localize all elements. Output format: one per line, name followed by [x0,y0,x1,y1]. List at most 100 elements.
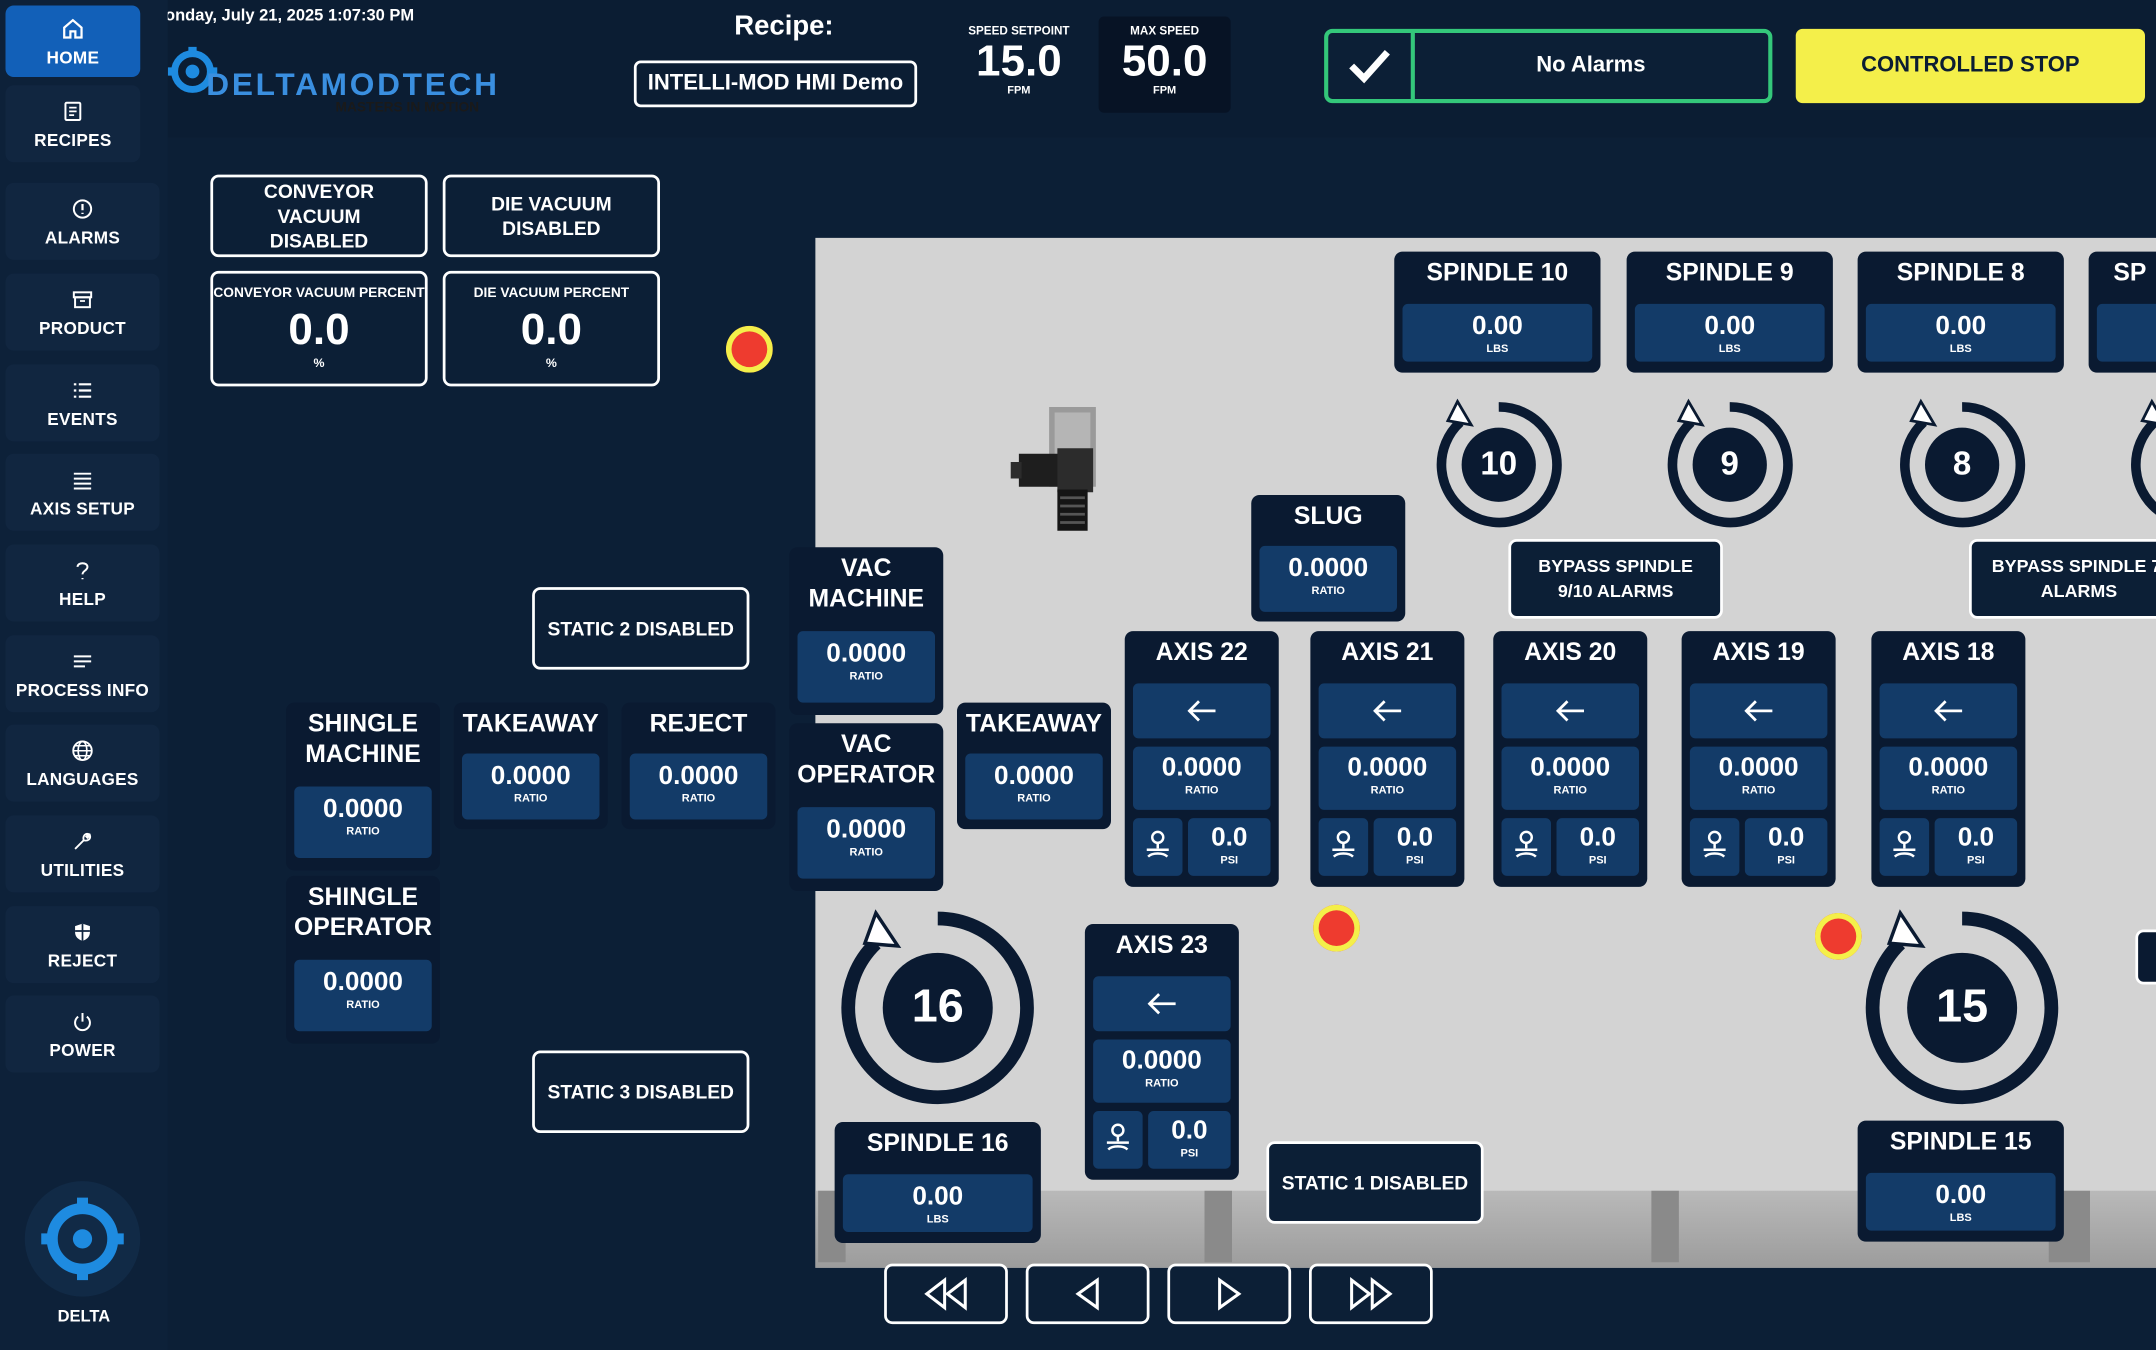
axis-22-jog-button[interactable] [1133,683,1271,739]
pressure-icon[interactable] [1689,818,1740,876]
vac-machine-value-panel[interactable]: 0.0000 RATIO [797,631,935,703]
spindle-16-indicator[interactable]: 16 [835,905,1041,1111]
sidebar-item-help[interactable]: HELP [5,544,160,622]
takeaway-card-1[interactable]: TAKEAWAY 0.0000 RATIO [453,702,608,830]
conveyor-vacuum-toggle[interactable]: CONVEYOR VACUUM DISABLED [210,174,428,258]
axis-18-psi-panel[interactable]: 0.0 PSI [1934,818,2018,876]
axis-22-value-panel[interactable]: 0.0000 RATIO [1133,746,1271,810]
takeaway-card-2[interactable]: TAKEAWAY 0.0000 RATIO [957,702,1111,830]
spindle-8-value-panel[interactable]: 0.00 LBS [1865,303,2056,362]
sidebar-item-axis-setup[interactable]: AXIS SETUP [5,453,160,531]
axis-18-value-panel[interactable]: 0.0000 RATIO [1879,746,2018,810]
sidebar-item-languages[interactable]: LANGUAGES [5,724,160,802]
controlled-stop-button[interactable]: CONTROLLED STOP [1795,28,2145,104]
vac-operator-card[interactable]: VAC OPERATOR 0.0000 RATIO [789,723,944,891]
axis-23-card[interactable]: AXIS 23 0.0000 RATIO 0.0 PSI [1084,924,1239,1180]
axis-19-psi-panel[interactable]: 0.0 PSI [1744,818,1828,876]
axis-20-psi-panel[interactable]: 0.0 PSI [1556,818,1639,876]
spindle-16-card[interactable]: SPINDLE 16 0.00 LBS [834,1122,1041,1243]
offscreen-button-partial[interactable] [2135,929,2156,985]
pressure-icon[interactable] [1093,1111,1143,1169]
recipe-name-field[interactable]: INTELLI-MOD HMI Demo [633,60,918,108]
spindle-7-card-partial[interactable]: SP [2088,251,2156,373]
spindle-15-card[interactable]: SPINDLE 15 0.00 LBS [1857,1120,2064,1242]
shingle-operator-value-panel[interactable]: 0.0000 RATIO [294,959,432,1032]
status-indicator-red [1313,904,1360,952]
delta-gear-icon[interactable] [24,1181,141,1297]
axis-20-jog-button[interactable] [1501,683,1639,739]
sidebar-item-recipes[interactable]: RECIPES [5,85,141,163]
logo-gear-mark [167,46,218,93]
pressure-icon[interactable] [1318,818,1369,876]
spindle-15-indicator[interactable]: 15 [1859,905,2065,1111]
rewind-button[interactable] [884,1263,1008,1325]
spindle-10-value-panel[interactable]: 0.00 LBS [1402,303,1593,362]
max-speed-label: MAX SPEED [1130,23,1200,38]
sidebar-item-alarms[interactable]: ALARMS [5,182,160,260]
fast-forward-button[interactable] [1309,1263,1433,1325]
shingle-machine-card[interactable]: SHINGLE MACHINE 0.0000 RATIO [286,702,440,871]
pressure-icon[interactable] [1133,818,1183,876]
spindle-15-value-panel[interactable]: 0.00 LBS [1865,1172,2056,1231]
axis-23-value-panel[interactable]: 0.0000 RATIO [1093,1039,1231,1103]
spindle-10-indicator[interactable]: 10 [1430,396,1568,534]
vac-machine-card[interactable]: VAC MACHINE 0.0000 RATIO [789,547,944,715]
axis-22-card[interactable]: AXIS 22 0.0000 RATIO 0.0 PSI [1124,631,1279,887]
pressure-icon[interactable] [1501,818,1551,876]
shingle-operator-card[interactable]: SHINGLE OPERATOR 0.0000 RATIO [286,875,440,1044]
slug-card[interactable]: SLUG 0.0000 RATIO [1251,495,1406,622]
axis-21-value-panel[interactable]: 0.0000 RATIO [1318,746,1457,810]
spindle-8-indicator[interactable]: 8 [1893,396,2031,534]
axis-19-card[interactable]: AXIS 19 0.0000 RATIO 0.0 PSI [1681,631,1836,887]
spindle-7-value-panel[interactable] [2096,303,2156,362]
axis-21-card[interactable]: AXIS 21 0.0000 RATIO 0.0 PSI [1310,631,1465,887]
static-3-label: STATIC 3 DISABLED [547,1080,734,1103]
pressure-icon[interactable] [1879,818,1930,876]
axis-19-jog-button[interactable] [1689,683,1828,739]
axis-18-card[interactable]: AXIS 18 0.0000 RATIO 0.0 PSI [1871,631,2026,887]
bypass-spindle-7-8-button[interactable]: BYPASS SPINDLE 7/ ALARMS [1969,539,2156,619]
shingle-machine-value-panel[interactable]: 0.0000 RATIO [294,786,432,858]
sidebar-item-process-info[interactable]: PROCESS INFO [5,635,160,713]
alarm-status-panel[interactable]: No Alarms [1324,28,1773,104]
vac-operator-value-panel[interactable]: 0.0000 RATIO [797,807,935,879]
axis-19-value-panel[interactable]: 0.0000 RATIO [1689,746,1828,810]
spindle-9-value-panel[interactable]: 0.00 LBS [1634,303,1825,362]
axis-20-card[interactable]: AXIS 20 0.0000 RATIO 0.0 PSI [1493,631,1648,887]
axis-23-jog-button[interactable] [1093,976,1231,1032]
takeaway-value-panel[interactable]: 0.0000 RATIO [965,753,1103,820]
static-2-toggle[interactable]: STATIC 2 DISABLED [532,587,750,670]
sidebar-item-power[interactable]: POWER [5,995,160,1073]
reject-value-panel[interactable]: 0.0000 RATIO [629,753,768,820]
reject-card[interactable]: REJECT 0.0000 RATIO [621,702,776,830]
static-1-toggle[interactable]: STATIC 1 DISABLED [1266,1141,1484,1224]
spindle-9-indicator[interactable]: 9 [1661,396,1799,534]
play-button[interactable] [1167,1263,1292,1325]
axis-23-psi-panel[interactable]: 0.0 PSI [1148,1111,1231,1169]
previous-button[interactable] [1025,1263,1150,1325]
bypass-7-8-line2: ALARMS [2040,580,2118,601]
spindle-9-card[interactable]: SPINDLE 9 0.00 LBS [1626,251,1833,373]
axis-22-psi-panel[interactable]: 0.0 PSI [1188,818,1271,876]
spindle-16-value-panel[interactable]: 0.00 LBS [842,1174,1033,1232]
spindle-7-indicator-partial[interactable] [2124,396,2156,534]
static-3-toggle[interactable]: STATIC 3 DISABLED [532,1050,750,1133]
bypass-spindle-9-10-button[interactable]: BYPASS SPINDLE 9/10 ALARMS [1508,539,1723,619]
sidebar-item-home[interactable]: HOME [5,5,141,77]
die-vacuum-percent-field[interactable]: DIE VACUUM PERCENT 0.0 % [442,270,660,387]
axis-20-value-panel[interactable]: 0.0000 RATIO [1501,746,1639,810]
speed-setpoint-display[interactable]: SPEED SETPOINT 15.0 FPM [953,17,1085,113]
sidebar-item-utilities[interactable]: UTILITIES [5,815,160,893]
axis-21-jog-button[interactable] [1318,683,1457,739]
axis-18-jog-button[interactable] [1879,683,2018,739]
sidebar-item-events[interactable]: EVENTS [5,364,160,442]
conveyor-vacuum-percent-field[interactable]: CONVEYOR VACUUM PERCENT 0.0 % [210,270,428,387]
spindle-10-card[interactable]: SPINDLE 10 0.00 LBS [1394,251,1601,373]
sidebar-item-product[interactable]: PRODUCT [5,273,160,351]
spindle-8-card[interactable]: SPINDLE 8 0.00 LBS [1857,251,2064,373]
sidebar-item-reject[interactable]: REJECT [5,906,160,984]
die-vacuum-toggle[interactable]: DIE VACUUM DISABLED [442,174,660,258]
axis-21-psi-panel[interactable]: 0.0 PSI [1373,818,1457,876]
slug-value-panel[interactable]: 0.0000 RATIO [1259,545,1397,612]
takeaway-value-panel[interactable]: 0.0000 RATIO [462,753,600,820]
